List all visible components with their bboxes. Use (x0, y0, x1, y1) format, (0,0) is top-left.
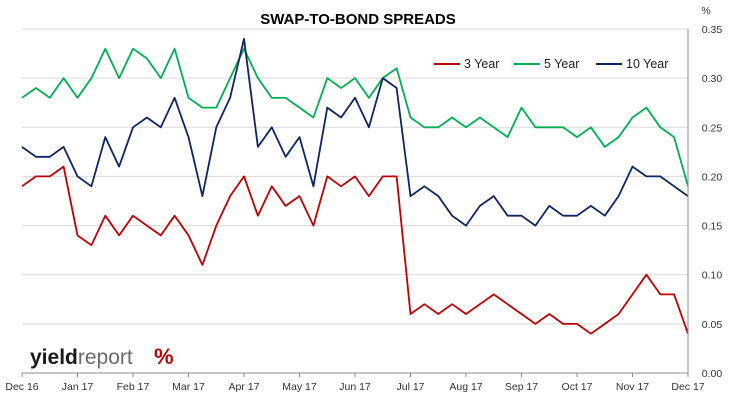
brand-logo: yieldreport % (30, 344, 174, 369)
x-tick-label: Aug 17 (449, 381, 482, 393)
x-tick-label: May 17 (282, 381, 317, 393)
series-lines (21, 37, 689, 335)
x-tick-label: Dec 17 (671, 381, 704, 393)
y-tick-label: 0.15 (702, 221, 723, 233)
chart-title: SWAP-TO-BOND SPREADS (260, 11, 456, 28)
logo-text-yield: yield (30, 346, 78, 369)
x-tick-label: Nov 17 (616, 381, 649, 393)
x-axis-ticks: Dec 16 Jan 17 Feb 17 Mar 17 Apr 17 May 17 Jun … (5, 373, 705, 393)
series-line-5-year (21, 47, 689, 187)
logo-percent-symbol: % (154, 344, 174, 369)
y-axis-unit: % (701, 5, 710, 17)
logo-text-report: report (78, 346, 133, 369)
x-tick-label: Jul 17 (396, 381, 424, 393)
axes (22, 29, 689, 374)
series-line-10-year (21, 37, 689, 227)
y-axis-ticks: 0.00 0.05 0.10 0.15 0.20 0.25 0.30 0.35 (702, 24, 723, 380)
x-tick-label: Dec 16 (5, 381, 38, 393)
x-tick-label: Oct 17 (562, 381, 593, 393)
y-tick-label: 0.10 (702, 270, 723, 282)
x-tick-label: Mar 17 (172, 381, 205, 393)
x-tick-label: Sep 17 (505, 381, 538, 393)
y-tick-label: 0.00 (702, 368, 723, 380)
x-tick-label: Feb 17 (117, 381, 150, 393)
series-line-3-year (21, 165, 689, 335)
x-tick-label: Jan 17 (62, 381, 94, 393)
legend-label: 10 Year (626, 57, 668, 71)
legend-label: 3 Year (464, 57, 499, 71)
svg-text:yieldreport: yieldreport (30, 346, 133, 369)
y-tick-label: 0.20 (702, 171, 723, 183)
y-tick-label: 0.05 (702, 319, 723, 331)
legend-label: 5 Year (544, 57, 579, 71)
legend: 3 Year 5 Year 10 Year (434, 57, 668, 71)
y-tick-label: 0.25 (702, 122, 723, 134)
y-tick-label: 0.30 (702, 73, 723, 85)
x-tick-label: Apr 17 (229, 381, 260, 393)
x-tick-label: Jun 17 (339, 381, 371, 393)
y-tick-label: 0.35 (702, 24, 723, 36)
